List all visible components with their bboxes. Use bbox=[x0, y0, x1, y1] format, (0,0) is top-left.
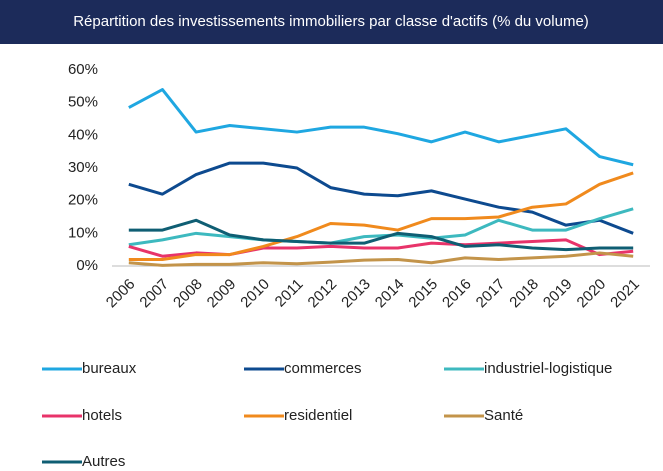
series-line bbox=[128, 161, 634, 235]
x-tick-label: 2019 bbox=[540, 276, 576, 312]
x-tick-label: 2008 bbox=[170, 276, 206, 312]
x-tick-label: 2016 bbox=[439, 276, 475, 312]
legend-label: bureaux bbox=[82, 360, 137, 377]
x-tick-label: 2017 bbox=[473, 276, 509, 312]
y-tick-label: 0% bbox=[76, 257, 98, 274]
y-tick-label: 60% bbox=[68, 61, 98, 78]
legend-label: hotels bbox=[82, 407, 122, 424]
x-tick-label: 2015 bbox=[405, 276, 441, 312]
legend-label: commerces bbox=[284, 360, 362, 377]
series-line bbox=[128, 207, 634, 247]
y-tick-label: 10% bbox=[68, 224, 98, 241]
legend-label: Santé bbox=[484, 407, 523, 424]
y-tick-label: 30% bbox=[68, 159, 98, 176]
x-tick-label: 2012 bbox=[305, 276, 341, 312]
x-tick-label: 2006 bbox=[103, 276, 139, 312]
x-tick-label: 2007 bbox=[136, 276, 172, 312]
series-line bbox=[128, 218, 634, 252]
legend-label: residentiel bbox=[284, 407, 352, 424]
y-tick-label: 40% bbox=[68, 126, 98, 143]
x-tick-label: 2014 bbox=[372, 276, 408, 312]
x-tick-label: 2018 bbox=[506, 276, 542, 312]
series-line bbox=[128, 88, 634, 167]
y-tick-label: 20% bbox=[68, 192, 98, 209]
legend-label: industriel-logistique bbox=[484, 360, 612, 377]
x-tick-label: 2013 bbox=[338, 276, 374, 312]
x-tick-label: 2010 bbox=[237, 276, 273, 312]
series-line bbox=[128, 251, 634, 267]
legend-label: Autres bbox=[82, 453, 125, 470]
x-tick-label: 2021 bbox=[607, 276, 643, 312]
x-tick-label: 2009 bbox=[204, 276, 240, 312]
title-banner bbox=[0, 0, 663, 44]
x-tick-label: 2011 bbox=[272, 276, 307, 311]
x-tick-label: 2020 bbox=[574, 276, 610, 312]
series-line bbox=[128, 171, 634, 261]
chart-title: Répartition des investissements immobili… bbox=[73, 13, 589, 30]
y-tick-label: 50% bbox=[68, 94, 98, 111]
